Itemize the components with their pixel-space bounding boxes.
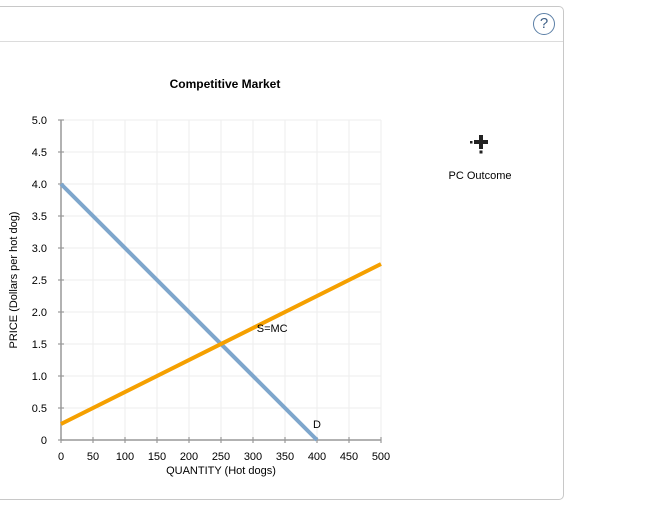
y-tick-label: 4.5 bbox=[32, 147, 47, 159]
y-tick-label: 2.0 bbox=[32, 307, 47, 319]
help-icon[interactable]: ? bbox=[533, 13, 555, 35]
x-tick-label: 500 bbox=[372, 451, 390, 463]
x-tick-label: 0 bbox=[58, 451, 64, 463]
x-tick-label: 200 bbox=[180, 451, 198, 463]
demand-label: D bbox=[313, 419, 321, 431]
curves bbox=[59, 182, 382, 442]
chart-title: Competitive Market bbox=[169, 77, 281, 91]
y-axis-label: PRICE (Dollars per hot dog) bbox=[8, 212, 20, 349]
y-tick-label: 4.0 bbox=[32, 179, 47, 191]
x-tick-label: 250 bbox=[212, 451, 230, 463]
curve-labels: S=MC D bbox=[257, 323, 321, 431]
y-tick-label: 5.0 bbox=[32, 115, 47, 127]
supply-label: S=MC bbox=[257, 323, 288, 335]
x-tick-label: 100 bbox=[116, 451, 134, 463]
y-tick-label: 1.0 bbox=[32, 371, 47, 383]
x-tick-label: 350 bbox=[276, 451, 294, 463]
y-tick-label: 0 bbox=[41, 435, 47, 447]
x-tick-label: 150 bbox=[148, 451, 166, 463]
card-header: ? bbox=[0, 7, 563, 42]
y-tick-label: 3.5 bbox=[32, 211, 47, 223]
demand-curve[interactable] bbox=[59, 182, 319, 442]
y-tick-label: 1.5 bbox=[32, 339, 47, 351]
y-tick-label: 3.0 bbox=[32, 243, 47, 255]
supply-curve[interactable] bbox=[60, 262, 382, 426]
y-tick-label: 2.5 bbox=[32, 275, 47, 287]
x-tick-label: 50 bbox=[87, 451, 99, 463]
question-card: ? bbox=[0, 6, 564, 500]
x-tick-label: 450 bbox=[340, 451, 358, 463]
y-tick-label: 0.5 bbox=[32, 403, 47, 415]
plus-point-icon bbox=[470, 135, 488, 154]
x-tick-label: 400 bbox=[308, 451, 326, 463]
grid-lines bbox=[61, 119, 382, 440]
x-axis-label: QUANTITY (Hot dogs) bbox=[166, 465, 276, 477]
pc-outcome-tool[interactable] bbox=[440, 133, 520, 160]
axes bbox=[58, 119, 382, 443]
tick-labels: 0 50 100 150 200 250 300 350 400 450 500 0 0.5 1.0 1.5… bbox=[32, 115, 390, 463]
pc-outcome-label: PC Outcome bbox=[448, 170, 512, 182]
x-tick-label: 300 bbox=[244, 451, 262, 463]
